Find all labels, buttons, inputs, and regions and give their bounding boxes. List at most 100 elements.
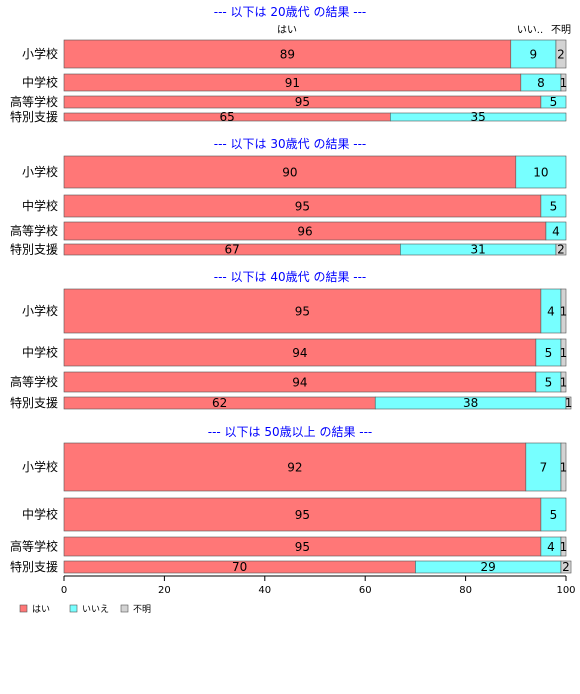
data-label: 95 [295,304,310,318]
category-label: 小学校 [22,459,58,474]
category-label: 小学校 [22,164,58,179]
data-label: 90 [282,165,297,179]
bar-segment-no [545,221,567,241]
bar-segment-unknown [560,73,567,92]
data-label: 1 [560,304,568,318]
bar-segment-unknown [555,243,567,256]
data-label: 4 [547,540,555,554]
data-label: 1 [560,76,568,90]
data-label: 91 [285,76,300,90]
bar-segment-no [540,497,567,532]
data-label: 96 [297,224,312,238]
data-label: 7 [540,460,548,474]
column-header: いい.. [517,25,543,36]
bar-segment-unknown [560,442,567,492]
data-label: 1 [560,375,568,389]
data-label: 5 [550,199,558,213]
category-label: 高等学校 [10,223,58,238]
data-label: 31 [471,242,486,256]
data-label: 2 [557,47,565,61]
category-label: 中学校 [22,345,58,360]
category-label: 特別支援 [10,395,58,410]
bar-segment-yes [63,497,542,532]
data-label: 94 [292,375,307,389]
data-label: 2 [562,560,570,574]
legend-swatch [69,604,78,613]
data-label: 70 [232,560,247,574]
bar-segment-yes [63,155,517,189]
legend-label: 不明 [133,604,151,615]
category-label: 特別支援 [10,109,58,124]
bar-segment-unknown [565,396,572,410]
data-label: 95 [295,95,310,109]
bar-segment-unknown [560,371,567,393]
category-label: 高等学校 [10,94,58,109]
category-label: 小学校 [22,46,58,61]
data-label: 1 [560,460,568,474]
data-label: 65 [220,110,235,124]
bar-segment-yes [63,338,537,367]
data-label: 4 [547,304,555,318]
category-label: 高等学校 [10,374,58,389]
bar-segment-unknown [555,39,567,69]
data-label: 35 [471,110,486,124]
bar-segment-no [389,112,567,122]
column-header: はい [277,24,297,36]
data-label: 5 [550,508,558,522]
bar-segment-unknown [560,288,567,334]
category-label: 中学校 [22,507,58,522]
x-tick-label: 100 [556,585,575,596]
bar-segment-unknown [560,338,567,367]
data-label: 8 [537,76,545,90]
data-label: 62 [212,396,227,410]
panel-title: --- 以下は 30歳代 の結果 --- [214,137,367,151]
data-label: 2 [557,242,565,256]
data-label: 5 [545,346,553,360]
category-label: 特別支援 [10,242,58,257]
data-label: 5 [545,375,553,389]
panel-title: --- 以下は 50歳以上 の結果 --- [208,425,373,439]
data-label: 29 [481,560,496,574]
data-label: 5 [550,95,558,109]
x-tick-label: 20 [158,585,171,596]
data-label: 1 [560,540,568,554]
legend-swatch [120,604,129,613]
bar-segment-no [540,95,567,109]
data-label: 95 [295,199,310,213]
legend-label: いいえ [82,604,109,615]
legend-swatch [19,604,28,613]
data-label: 89 [280,47,295,61]
category-label: 小学校 [22,303,58,318]
panel-title: --- 以下は 40歳代 の結果 --- [214,270,367,284]
bar-segment-unknown [560,536,567,557]
data-label: 95 [295,540,310,554]
category-label: 高等学校 [10,539,58,554]
x-tick-label: 0 [61,585,67,596]
legend-label: はい [32,604,50,615]
bar-segment-yes [63,442,527,492]
bar-segment-unknown [560,560,572,574]
bar-segment-no [515,155,567,189]
category-label: 特別支援 [10,559,58,574]
data-label: 67 [225,242,240,256]
category-label: 中学校 [22,198,58,213]
bar-segment-no [510,39,557,69]
data-label: 92 [287,460,302,474]
data-label: 4 [552,224,560,238]
bar-segment-yes [63,288,542,334]
data-label: 38 [463,396,478,410]
x-tick-label: 40 [258,585,271,596]
bar-segment-no [540,194,567,218]
data-label: 94 [292,346,307,360]
data-label: 9 [530,47,538,61]
category-label: 中学校 [22,75,58,90]
x-tick-label: 60 [359,585,372,596]
panel-title: --- 以下は 20歳代 の結果 --- [214,5,367,19]
data-label: 1 [565,396,573,410]
x-tick-label: 80 [459,585,472,596]
data-label: 1 [560,346,568,360]
bar-segment-no [535,338,562,367]
column-header: 不明 [551,24,571,36]
bar-segment-yes [63,39,512,69]
